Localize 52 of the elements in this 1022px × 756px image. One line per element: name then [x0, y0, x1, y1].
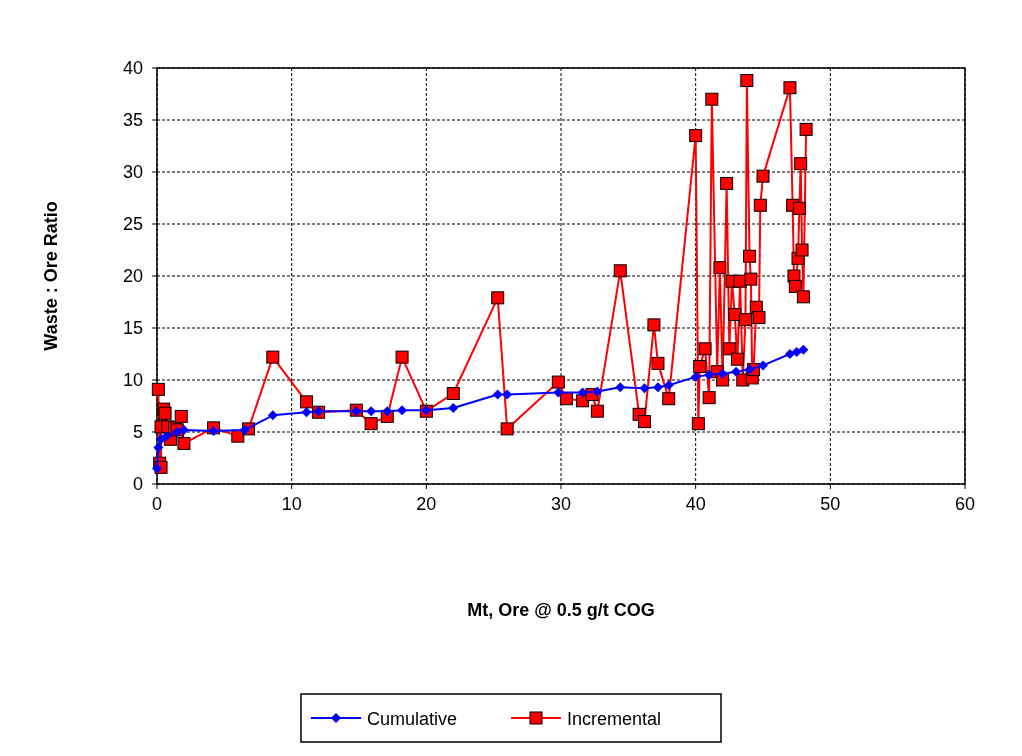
point: [301, 407, 312, 418]
point: [156, 434, 167, 445]
y-tick-label: 15: [122, 318, 143, 338]
point: [577, 387, 588, 398]
point: [791, 346, 802, 357]
point: [239, 424, 250, 435]
point: [553, 387, 564, 398]
point: [152, 463, 162, 474]
point: [382, 406, 393, 417]
point: [717, 368, 728, 379]
x-tick-label: 30: [550, 494, 572, 514]
point: [784, 349, 795, 359]
y-tick-label: 40: [122, 58, 143, 78]
point: [267, 410, 278, 421]
point: [172, 427, 183, 437]
x-tick-label: 20: [416, 494, 437, 514]
point: [153, 442, 164, 453]
point: [758, 360, 768, 371]
point: [798, 344, 809, 355]
point: [161, 431, 172, 442]
x-axis-title: Mt, Ore @ 0.5 g/t COG: [467, 600, 655, 620]
y-tick-label: 25: [122, 214, 143, 234]
x-tick-label: 40: [685, 494, 706, 514]
point: [492, 389, 503, 400]
point: [208, 425, 219, 436]
x-tick-label: 10: [281, 494, 302, 514]
point: [704, 369, 715, 380]
y-tick-label: 35: [122, 110, 143, 130]
point: [366, 406, 377, 417]
point: [615, 382, 626, 393]
y-tick-label: 0: [132, 474, 143, 494]
point: [744, 364, 755, 375]
x-tick-label: 0: [151, 494, 163, 514]
legend-label: Cumulative: [367, 709, 458, 729]
y-tick-label: 20: [122, 266, 143, 286]
y-axis-title: Waste : Ore Ratio: [41, 201, 61, 351]
point: [690, 371, 701, 382]
point: [652, 382, 663, 393]
point: [502, 389, 513, 400]
x-tick-label: 60: [954, 494, 976, 514]
point: [397, 405, 408, 416]
point: [448, 403, 459, 414]
y-tick-label: 30: [122, 162, 143, 182]
point: [731, 366, 742, 377]
legend-label: Incremental: [567, 709, 662, 729]
y-tick-label: 10: [122, 370, 143, 390]
y-tick-label: 5: [132, 422, 143, 442]
point: [639, 383, 650, 394]
point: [178, 424, 189, 435]
point: [592, 386, 603, 397]
point: [663, 380, 674, 391]
x-tick-label: 50: [820, 494, 841, 514]
